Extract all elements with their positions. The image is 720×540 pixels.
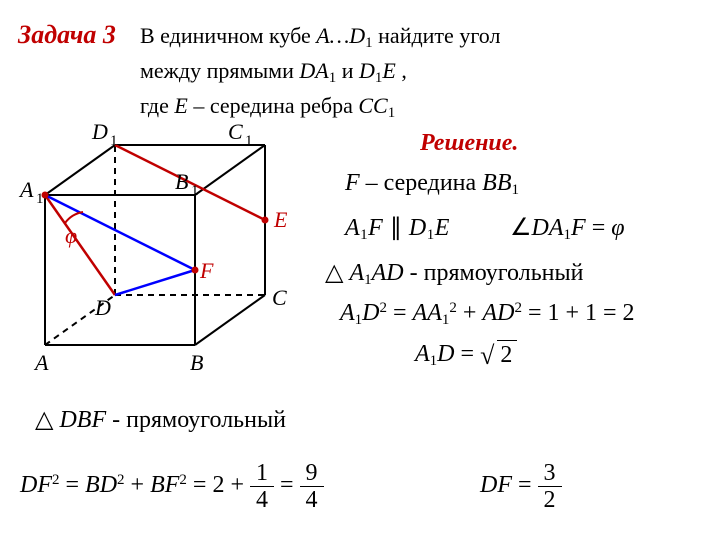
text: = — [280, 472, 300, 498]
svg-text:1: 1 — [36, 191, 44, 207]
text: 9 — [300, 460, 324, 486]
step-triangle-1: △ A1AD - прямоугольный — [325, 258, 583, 289]
text: - прямоугольный — [112, 407, 286, 433]
text: – середина — [366, 170, 482, 196]
problem-statement: В единичном кубе A…D1 найдите угол между… — [140, 20, 700, 124]
step-eq-df: DF = 3 2 — [480, 460, 562, 513]
text: 1 — [329, 70, 337, 86]
text: между прямыми — [140, 58, 299, 83]
text: 1 — [388, 105, 396, 121]
text: 1 — [250, 460, 274, 486]
sqrt-icon: √ — [480, 341, 494, 371]
text: , — [401, 58, 407, 83]
text: F — [345, 170, 360, 196]
svg-text:1: 1 — [191, 183, 199, 199]
text: 2 — [497, 340, 517, 369]
text: E — [382, 58, 395, 83]
text: 3 — [538, 460, 562, 486]
svg-text:C: C — [228, 119, 243, 144]
svg-text:D: D — [94, 295, 111, 320]
svg-text:F: F — [199, 258, 214, 283]
text: где — [140, 93, 174, 118]
step-triangle-2: △ DBF - прямоугольный — [35, 405, 286, 434]
text: DA — [299, 58, 328, 83]
triangle-symbol: △ — [325, 260, 343, 286]
text: A…D — [316, 23, 365, 48]
text: 2 — [538, 487, 562, 513]
svg-text:A: A — [18, 177, 34, 202]
text: и — [342, 58, 359, 83]
text: найдите угол — [378, 23, 500, 48]
svg-text:D: D — [91, 119, 108, 144]
text: - прямоугольный — [410, 260, 584, 286]
text: В единичном кубе — [140, 23, 316, 48]
step-f-midpoint: F – середина BB1 — [345, 170, 519, 199]
svg-text:1: 1 — [245, 133, 253, 149]
svg-text:φ: φ — [65, 223, 77, 248]
text: E — [174, 93, 187, 118]
svg-text:A: A — [33, 350, 49, 375]
svg-text:1: 1 — [110, 133, 118, 149]
cube-diagram: A B C D A1 B1 C1 D1 E F φ — [10, 115, 310, 395]
svg-text:C: C — [272, 285, 287, 310]
svg-text:B: B — [190, 350, 203, 375]
svg-text:B: B — [175, 169, 188, 194]
svg-text:E: E — [273, 207, 288, 232]
text: CC — [358, 93, 387, 118]
text: 1 — [365, 35, 373, 51]
problem-title: Задача 3 — [18, 20, 116, 50]
text: 1 — [511, 182, 519, 198]
step-eq-df2: DF2 = BD2 + BF2 = 2 + 1 4 = 9 4 — [20, 460, 324, 513]
text: – середина ребра — [193, 93, 358, 118]
text: 4 — [250, 487, 274, 513]
step-angle: ∠DA1F = φ — [510, 213, 625, 244]
text: BB — [482, 170, 511, 196]
step-eq-a1d2: A1D2 = AA12 + AD2 = 1 + 1 = 2 — [340, 300, 635, 329]
text: D — [359, 58, 375, 83]
triangle-symbol: △ — [35, 407, 53, 433]
step-eq-a1d: A1D = √ 2 — [415, 340, 517, 371]
text: 4 — [300, 487, 324, 513]
solution-label: Решение. — [420, 130, 518, 157]
step-parallel: A1F ∥ D1E — [345, 213, 450, 244]
